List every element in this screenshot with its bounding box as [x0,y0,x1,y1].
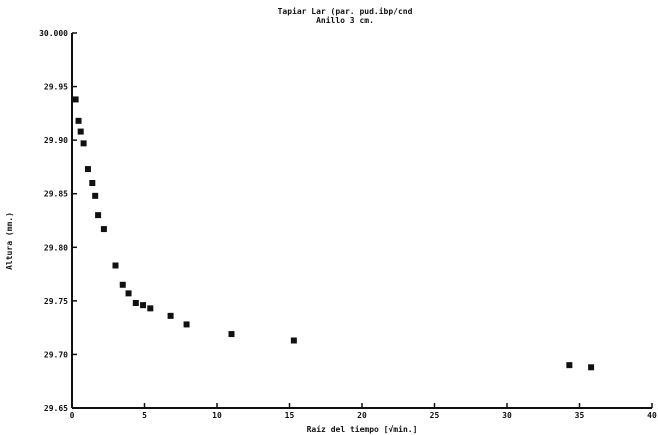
data-point [566,362,573,369]
data-point [100,226,107,233]
x-axis-label: Raíz del tiempo [√min.] [307,424,418,434]
y-axis-label: Altura (mm.) [5,212,14,270]
x-tick-label: 10 [212,411,222,420]
chart-subtitle: Anillo 3 cm. [316,15,374,25]
y-tick-label: 29.85 [44,190,68,199]
data-point [228,331,235,338]
x-tick-label: 0 [70,411,75,420]
data-point [95,212,102,219]
x-tick-label: 30 [502,411,512,420]
y-tick-label: 29.65 [44,404,68,413]
x-axis-ticks: 0 5 10 15 20 25 30 35 40 [70,403,657,420]
x-tick-label: 35 [575,411,585,420]
axes [71,33,652,409]
y-tick-label: 30.000 [39,29,68,38]
data-point [84,166,91,173]
x-tick-label: 5 [142,411,147,420]
y-tick-label: 29.80 [44,243,68,252]
y-tick-label: 29.95 [44,83,68,92]
data-point [89,180,96,186]
data-point [147,305,154,312]
x-tick-label: 20 [357,411,367,420]
chart-title: Tapiar Lar (par. pud.ibp/cnd [278,6,413,16]
data-point [140,302,147,309]
x-tick-label: 40 [647,411,657,420]
data-point [290,337,297,344]
y-axis-ticks: 29.65 29.70 29.75 29.80 29.85 29.90 29.95 30.00… [39,29,77,413]
data-point [132,300,139,306]
data-point [183,321,190,328]
data-point [125,290,132,297]
data-point [112,262,119,269]
x-tick-label: 25 [430,411,440,420]
data-point [72,96,79,103]
data-point [75,117,82,124]
y-tick-label: 29.90 [44,136,68,145]
data-point [167,312,174,319]
data-point [77,128,84,135]
data-point [92,192,99,199]
data-point [588,364,595,371]
data-points [72,96,595,371]
y-tick-label: 29.70 [44,350,68,359]
data-point [119,281,126,288]
data-point [80,140,87,147]
x-tick-label: 15 [285,411,295,420]
y-tick-label: 29.75 [44,297,68,306]
